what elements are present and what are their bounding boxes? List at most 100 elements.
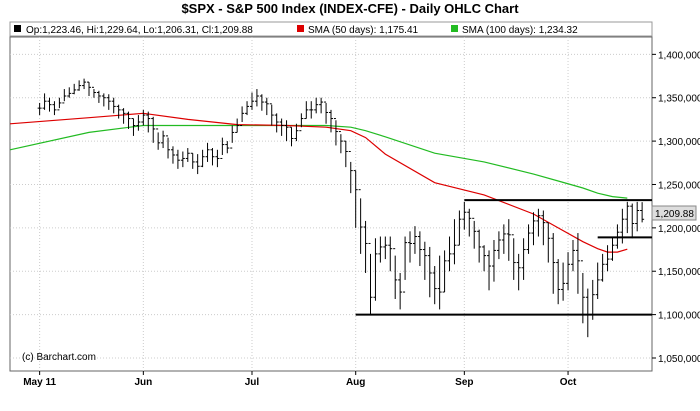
ohlc-bar (556, 259, 561, 305)
ohlc-bar (521, 238, 526, 280)
ohlc-bar (319, 97, 324, 114)
ohlc-bar (200, 149, 205, 168)
x-tick-label: Sep (455, 377, 473, 388)
ohlc-bar (274, 113, 279, 133)
ohlc-bar (220, 137, 225, 159)
ohlc-bar (378, 236, 383, 263)
ohlc-bar (546, 222, 551, 263)
ohlc-bar (398, 272, 403, 310)
ohlc-bar (595, 262, 600, 299)
y-axis: 1,050,000 1,100,000 1,150,000 1,200,000 1,25… (652, 50, 700, 365)
ohlc-bar (575, 233, 580, 294)
ohlc-bar (368, 242, 373, 315)
ohlc-bar (472, 217, 477, 249)
last-price-box (651, 205, 697, 221)
ohlc-bar (230, 125, 235, 149)
ohlc-bar (536, 208, 541, 237)
ohlc-bar (561, 262, 566, 301)
x-tick-label: Aug (346, 377, 365, 388)
ohlc-bar (225, 141, 230, 154)
ohlc-bar (329, 109, 333, 133)
ohlc-bar (501, 224, 506, 254)
sma100-legend-swatch (451, 25, 458, 32)
y-tick-label: 1,250,000 (658, 180, 700, 191)
ohlc-bar (432, 266, 437, 305)
ohlc-bars (37, 78, 645, 338)
ohlc-legend-swatch (14, 25, 21, 32)
ohlc-bar (116, 104, 121, 119)
ohlc-bar (289, 126, 294, 147)
ohlc-bar (570, 240, 575, 272)
y-tick-label: 1,400,000 (658, 50, 700, 61)
ohlc-bar (91, 86, 96, 98)
ohlc-bar (551, 233, 556, 294)
ohlc-bar (121, 108, 126, 124)
y-tick-label: 1,100,000 (658, 311, 700, 322)
ohlc-bar (615, 224, 620, 249)
ohlc-bar (625, 201, 630, 234)
ohlc-bar (235, 118, 240, 133)
ohlc-bar (417, 231, 422, 267)
ohlc-bar (259, 94, 264, 111)
ohlc-bar (37, 102, 42, 116)
ohlc-bar (185, 148, 190, 162)
ohlc-bar (72, 83, 77, 95)
ohlc-bar (166, 135, 171, 159)
ohlc-bar (442, 250, 447, 293)
ohlc-bar (467, 208, 472, 237)
sma50-line (9, 112, 628, 253)
ohlc-bar (87, 81, 92, 96)
ohlc-bar (605, 245, 610, 272)
ohlc-bar (462, 201, 467, 230)
ohlc-bar (215, 149, 220, 168)
ohlc-bar (343, 140, 348, 168)
ohlc-bar (106, 94, 111, 110)
ohlc-bar (457, 210, 462, 246)
ohlc-bar (47, 97, 52, 112)
ohlc-bar (491, 240, 496, 282)
ohlc-bar (452, 219, 457, 265)
annotation-layer (355, 199, 652, 316)
sma50-legend-text: SMA (50 days): 1,175.41 (308, 25, 419, 36)
ohlc-bar (190, 152, 195, 169)
grid-layer (10, 37, 652, 371)
ohlc-bar (496, 231, 501, 260)
ohlc-bar (531, 212, 536, 246)
ohlc-bar (151, 116, 156, 143)
ohlc-bar (62, 89, 67, 104)
sma100-legend-text: SMA (100 days): 1,234.32 (462, 25, 578, 36)
ohlc-bar (264, 97, 269, 116)
y-tick-label: 1,200,000 (658, 224, 700, 235)
ohlc-bar (42, 93, 47, 110)
ohlc-bar (314, 97, 319, 114)
ohlc-bar (294, 123, 299, 142)
last-price-label: 1,209.88 (655, 209, 694, 220)
ohlc-bar (309, 101, 314, 119)
ohlc-bar (52, 101, 57, 116)
ohlc-bar (82, 78, 87, 90)
x-axis: May 11 Jun Jul Aug Sep Oct (23, 371, 577, 388)
ohlc-bar (96, 90, 101, 103)
ohlc-bar (136, 115, 141, 131)
ohlc-bar (447, 236, 452, 272)
ohlc-bar (427, 246, 432, 298)
ohlc-bar (170, 146, 175, 164)
ohlc-bar (630, 203, 635, 239)
ohlc-bar (175, 149, 180, 169)
y-tick-label: 1,150,000 (658, 267, 700, 278)
ohlc-bar (585, 288, 590, 338)
ohlc-bar (254, 89, 259, 107)
sma50-legend-swatch (297, 25, 304, 32)
ohlc-bar (408, 231, 413, 263)
ohlc-bar (620, 208, 625, 244)
ohlc-bar (600, 253, 605, 282)
ohlc-bar (363, 220, 368, 273)
chart-title: $SPX - S&P 500 Index (INDEX-CFE) - Daily… (181, 1, 519, 16)
ohlc-bar (324, 101, 329, 124)
ohlc-bar (403, 236, 408, 293)
ohlc-bar (477, 229, 482, 263)
ohlc-bar (487, 250, 492, 291)
ohlc-bar (210, 148, 215, 166)
ohlc-bar (141, 109, 146, 126)
